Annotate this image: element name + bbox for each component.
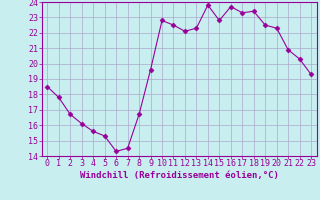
X-axis label: Windchill (Refroidissement éolien,°C): Windchill (Refroidissement éolien,°C): [80, 171, 279, 180]
